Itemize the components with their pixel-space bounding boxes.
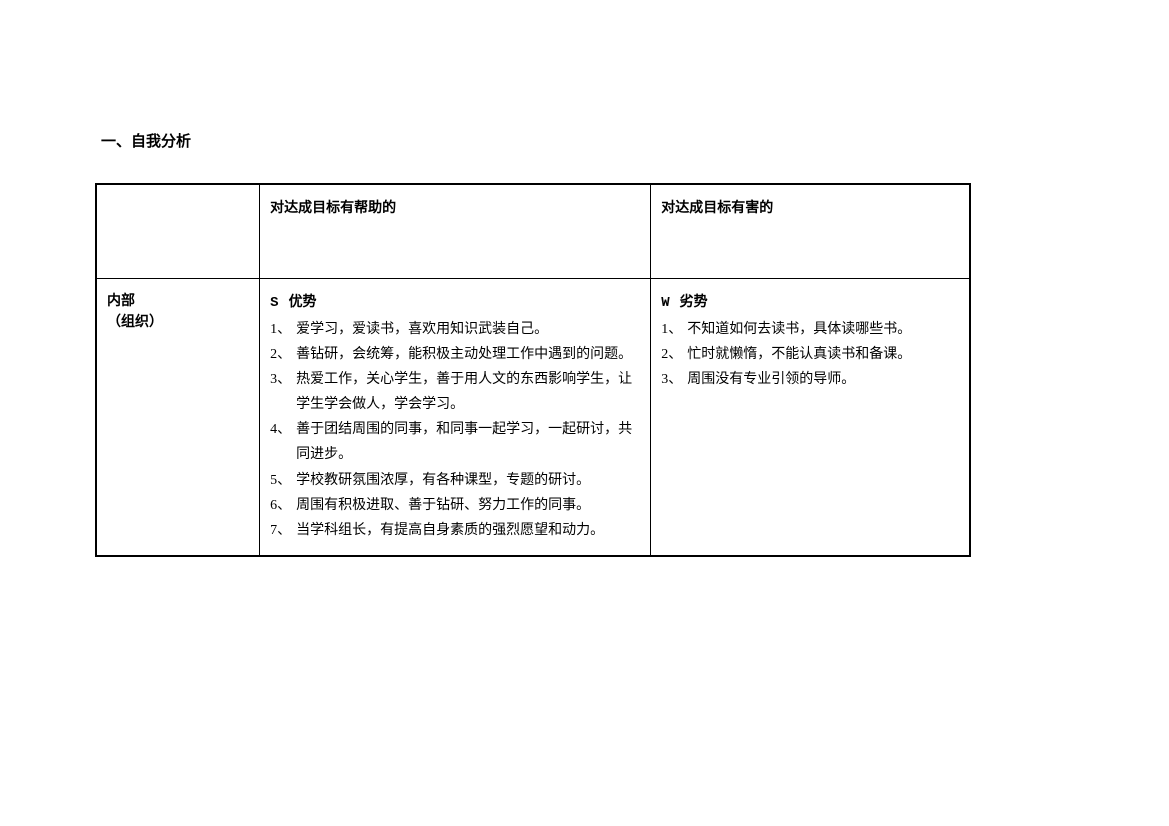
- item-text: 善钻研，会统筹，能积极主动处理工作中遇到的问题。: [296, 342, 640, 367]
- item-number: 3、: [270, 367, 296, 417]
- item-text: 热爱工作，关心学生，善于用人文的东西影响学生，让学生学会做人，学会学习。: [296, 367, 640, 417]
- section-title: 一、自我分析: [101, 130, 1074, 151]
- item-text: 周围有积极进取、善于钻研、努力工作的同事。: [296, 493, 640, 518]
- header-label-helpful: 对达成目标有帮助的: [270, 201, 396, 216]
- row-label-cell: 内部 （组织）: [96, 278, 260, 556]
- weaknesses-letter: W: [661, 295, 669, 311]
- item-text: 爱学习，爱读书，喜欢用知识武装自己。: [296, 317, 640, 342]
- header-cell-harmful: 对达成目标有害的: [651, 184, 970, 278]
- header-label-harmful: 对达成目标有害的: [661, 201, 773, 216]
- item-number: 6、: [270, 493, 296, 518]
- strengths-list: 1、爱学习，爱读书，喜欢用知识武装自己。 2、善钻研，会统筹，能积极主动处理工作…: [270, 317, 640, 544]
- list-item: 2、忙时就懒惰，不能认真读书和备课。: [661, 342, 959, 367]
- list-item: 1、爱学习，爱读书，喜欢用知识武装自己。: [270, 317, 640, 342]
- row-label-line1: 内部: [107, 291, 249, 312]
- row-label-line2: （组织）: [107, 312, 249, 333]
- list-item: 1、不知道如何去读书，具体读哪些书。: [661, 317, 959, 342]
- strengths-title: S 优势: [270, 291, 640, 311]
- item-number: 2、: [661, 342, 687, 367]
- strengths-title-text: 优势: [289, 295, 317, 310]
- swot-table: 对达成目标有帮助的 对达成目标有害的 内部 （组织） S 优势 1、爱学习，爱读书…: [95, 183, 971, 557]
- weaknesses-title: W 劣势: [661, 291, 959, 311]
- item-number: 1、: [270, 317, 296, 342]
- strengths-letter: S: [270, 295, 278, 311]
- item-text: 当学科组长，有提高自身素质的强烈愿望和动力。: [296, 518, 640, 543]
- item-number: 2、: [270, 342, 296, 367]
- list-item: 4、善于团结周围的同事，和同事一起学习，一起研讨，共同进步。: [270, 417, 640, 467]
- list-item: 6、周围有积极进取、善于钻研、努力工作的同事。: [270, 493, 640, 518]
- weaknesses-cell: W 劣势 1、不知道如何去读书，具体读哪些书。 2、忙时就懒惰，不能认真读书和备课…: [651, 278, 970, 556]
- list-item: 2、善钻研，会统筹，能积极主动处理工作中遇到的问题。: [270, 342, 640, 367]
- table-header-row: 对达成目标有帮助的 对达成目标有害的: [96, 184, 970, 278]
- item-text: 学校教研氛围浓厚，有各种课型，专题的研讨。: [296, 468, 640, 493]
- list-item: 7、当学科组长，有提高自身素质的强烈愿望和动力。: [270, 518, 640, 543]
- item-text: 善于团结周围的同事，和同事一起学习，一起研讨，共同进步。: [296, 417, 640, 467]
- item-number: 4、: [270, 417, 296, 467]
- header-cell-helpful: 对达成目标有帮助的: [260, 184, 651, 278]
- item-text: 周围没有专业引领的导师。: [687, 367, 959, 392]
- row-label-internal: 内部 （组织）: [107, 291, 249, 333]
- table-row-internal: 内部 （组织） S 优势 1、爱学习，爱读书，喜欢用知识武装自己。 2、善钻研，会…: [96, 278, 970, 556]
- list-item: 3、周围没有专业引领的导师。: [661, 367, 959, 392]
- item-number: 1、: [661, 317, 687, 342]
- weaknesses-title-text: 劣势: [680, 295, 708, 310]
- list-item: 3、热爱工作，关心学生，善于用人文的东西影响学生，让学生学会做人，学会学习。: [270, 367, 640, 417]
- strengths-cell: S 优势 1、爱学习，爱读书，喜欢用知识武装自己。 2、善钻研，会统筹，能积极主动…: [260, 278, 651, 556]
- weaknesses-list: 1、不知道如何去读书，具体读哪些书。 2、忙时就懒惰，不能认真读书和备课。 3、…: [661, 317, 959, 393]
- item-text: 不知道如何去读书，具体读哪些书。: [687, 317, 959, 342]
- list-item: 5、学校教研氛围浓厚，有各种课型，专题的研讨。: [270, 468, 640, 493]
- item-number: 5、: [270, 468, 296, 493]
- item-number: 7、: [270, 518, 296, 543]
- header-cell-empty: [96, 184, 260, 278]
- item-number: 3、: [661, 367, 687, 392]
- item-text: 忙时就懒惰，不能认真读书和备课。: [687, 342, 959, 367]
